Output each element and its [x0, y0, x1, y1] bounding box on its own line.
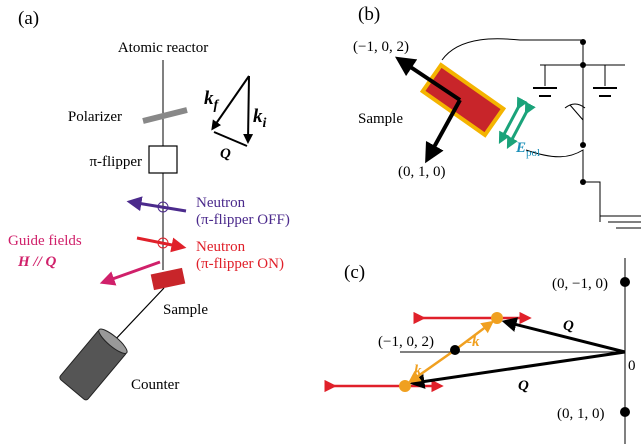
kf-label: kf: [204, 88, 220, 113]
sample-crystal: [423, 65, 504, 135]
point: [620, 407, 630, 417]
point-label: (−1, 0, 2): [378, 334, 434, 350]
panel-c: (c) (0, −1, 0) (−1, 0, 2) 0 (0, 1, 0) Q …: [333, 258, 636, 444]
node: [580, 179, 586, 185]
node: [580, 39, 586, 45]
guide-fields-label: Guide fields: [8, 233, 82, 249]
q-arrow: [214, 132, 247, 146]
wire: [526, 150, 600, 222]
polarizer-label: Polarizer: [68, 109, 122, 125]
panel-label: (b): [358, 4, 380, 25]
neutron-off-label: Neutron: [196, 195, 246, 211]
panel-a: (a) Atomic reactor Polarizer π-flipper N…: [8, 8, 290, 401]
panel-b: (b) (−1, 0, 2) Sample (0, 1, 0) Epol: [353, 4, 641, 228]
switch: [570, 105, 583, 120]
flipper-box: [149, 146, 177, 173]
axis-2-label: (0, 1, 0): [398, 164, 446, 180]
panel-label: (a): [18, 8, 39, 29]
switch-arc: [565, 104, 585, 108]
figure: (a) Atomic reactor Polarizer π-flipper N…: [0, 0, 641, 444]
node: [580, 142, 586, 148]
node: [580, 62, 586, 68]
sample: [423, 65, 504, 135]
counter: [59, 326, 130, 401]
symbol: E: [515, 140, 526, 156]
vector-label: -k: [467, 334, 480, 350]
subscript: f: [214, 98, 220, 113]
field-label: Epol: [515, 140, 540, 159]
symbol: k: [253, 106, 263, 127]
subscript: pol: [526, 147, 540, 159]
flipper-label: π-flipper: [89, 154, 142, 170]
ki-label: ki: [253, 106, 267, 131]
point-label: (0, 1, 0): [557, 406, 605, 422]
point-label: (0, −1, 0): [552, 276, 608, 292]
guide-field-arrow: [104, 262, 160, 282]
axis-1-label: (−1, 0, 2): [353, 39, 409, 55]
kf-arrow: [213, 76, 249, 128]
ki-arrow: [248, 76, 249, 141]
panel-label: (c): [344, 262, 365, 283]
field-relation: H // Q: [17, 254, 57, 270]
vector-label: k: [414, 363, 422, 379]
vector-label: Q: [563, 318, 574, 334]
symbol: k: [204, 88, 214, 109]
sample-label: Sample: [358, 111, 403, 127]
neutron-on-label: (π-flipper ON): [196, 256, 284, 272]
counter-label: Counter: [131, 377, 179, 393]
polarizer: [143, 110, 187, 121]
neutron-off-label: (π-flipper OFF): [196, 212, 290, 228]
source-label: Atomic reactor: [118, 40, 208, 56]
vector-label: Q: [518, 378, 529, 394]
subscript: i: [263, 116, 267, 131]
point: [399, 380, 411, 392]
point: [491, 312, 503, 324]
sample-label: Sample: [163, 302, 208, 318]
point: [620, 277, 630, 287]
point-label: 0: [628, 358, 636, 374]
scattered-beam: [112, 288, 164, 343]
point: [450, 345, 460, 355]
q-label: Q: [220, 146, 231, 162]
axis-arrow: [428, 100, 460, 158]
sample: [151, 268, 186, 290]
neutron-on-label: Neutron: [196, 239, 246, 255]
